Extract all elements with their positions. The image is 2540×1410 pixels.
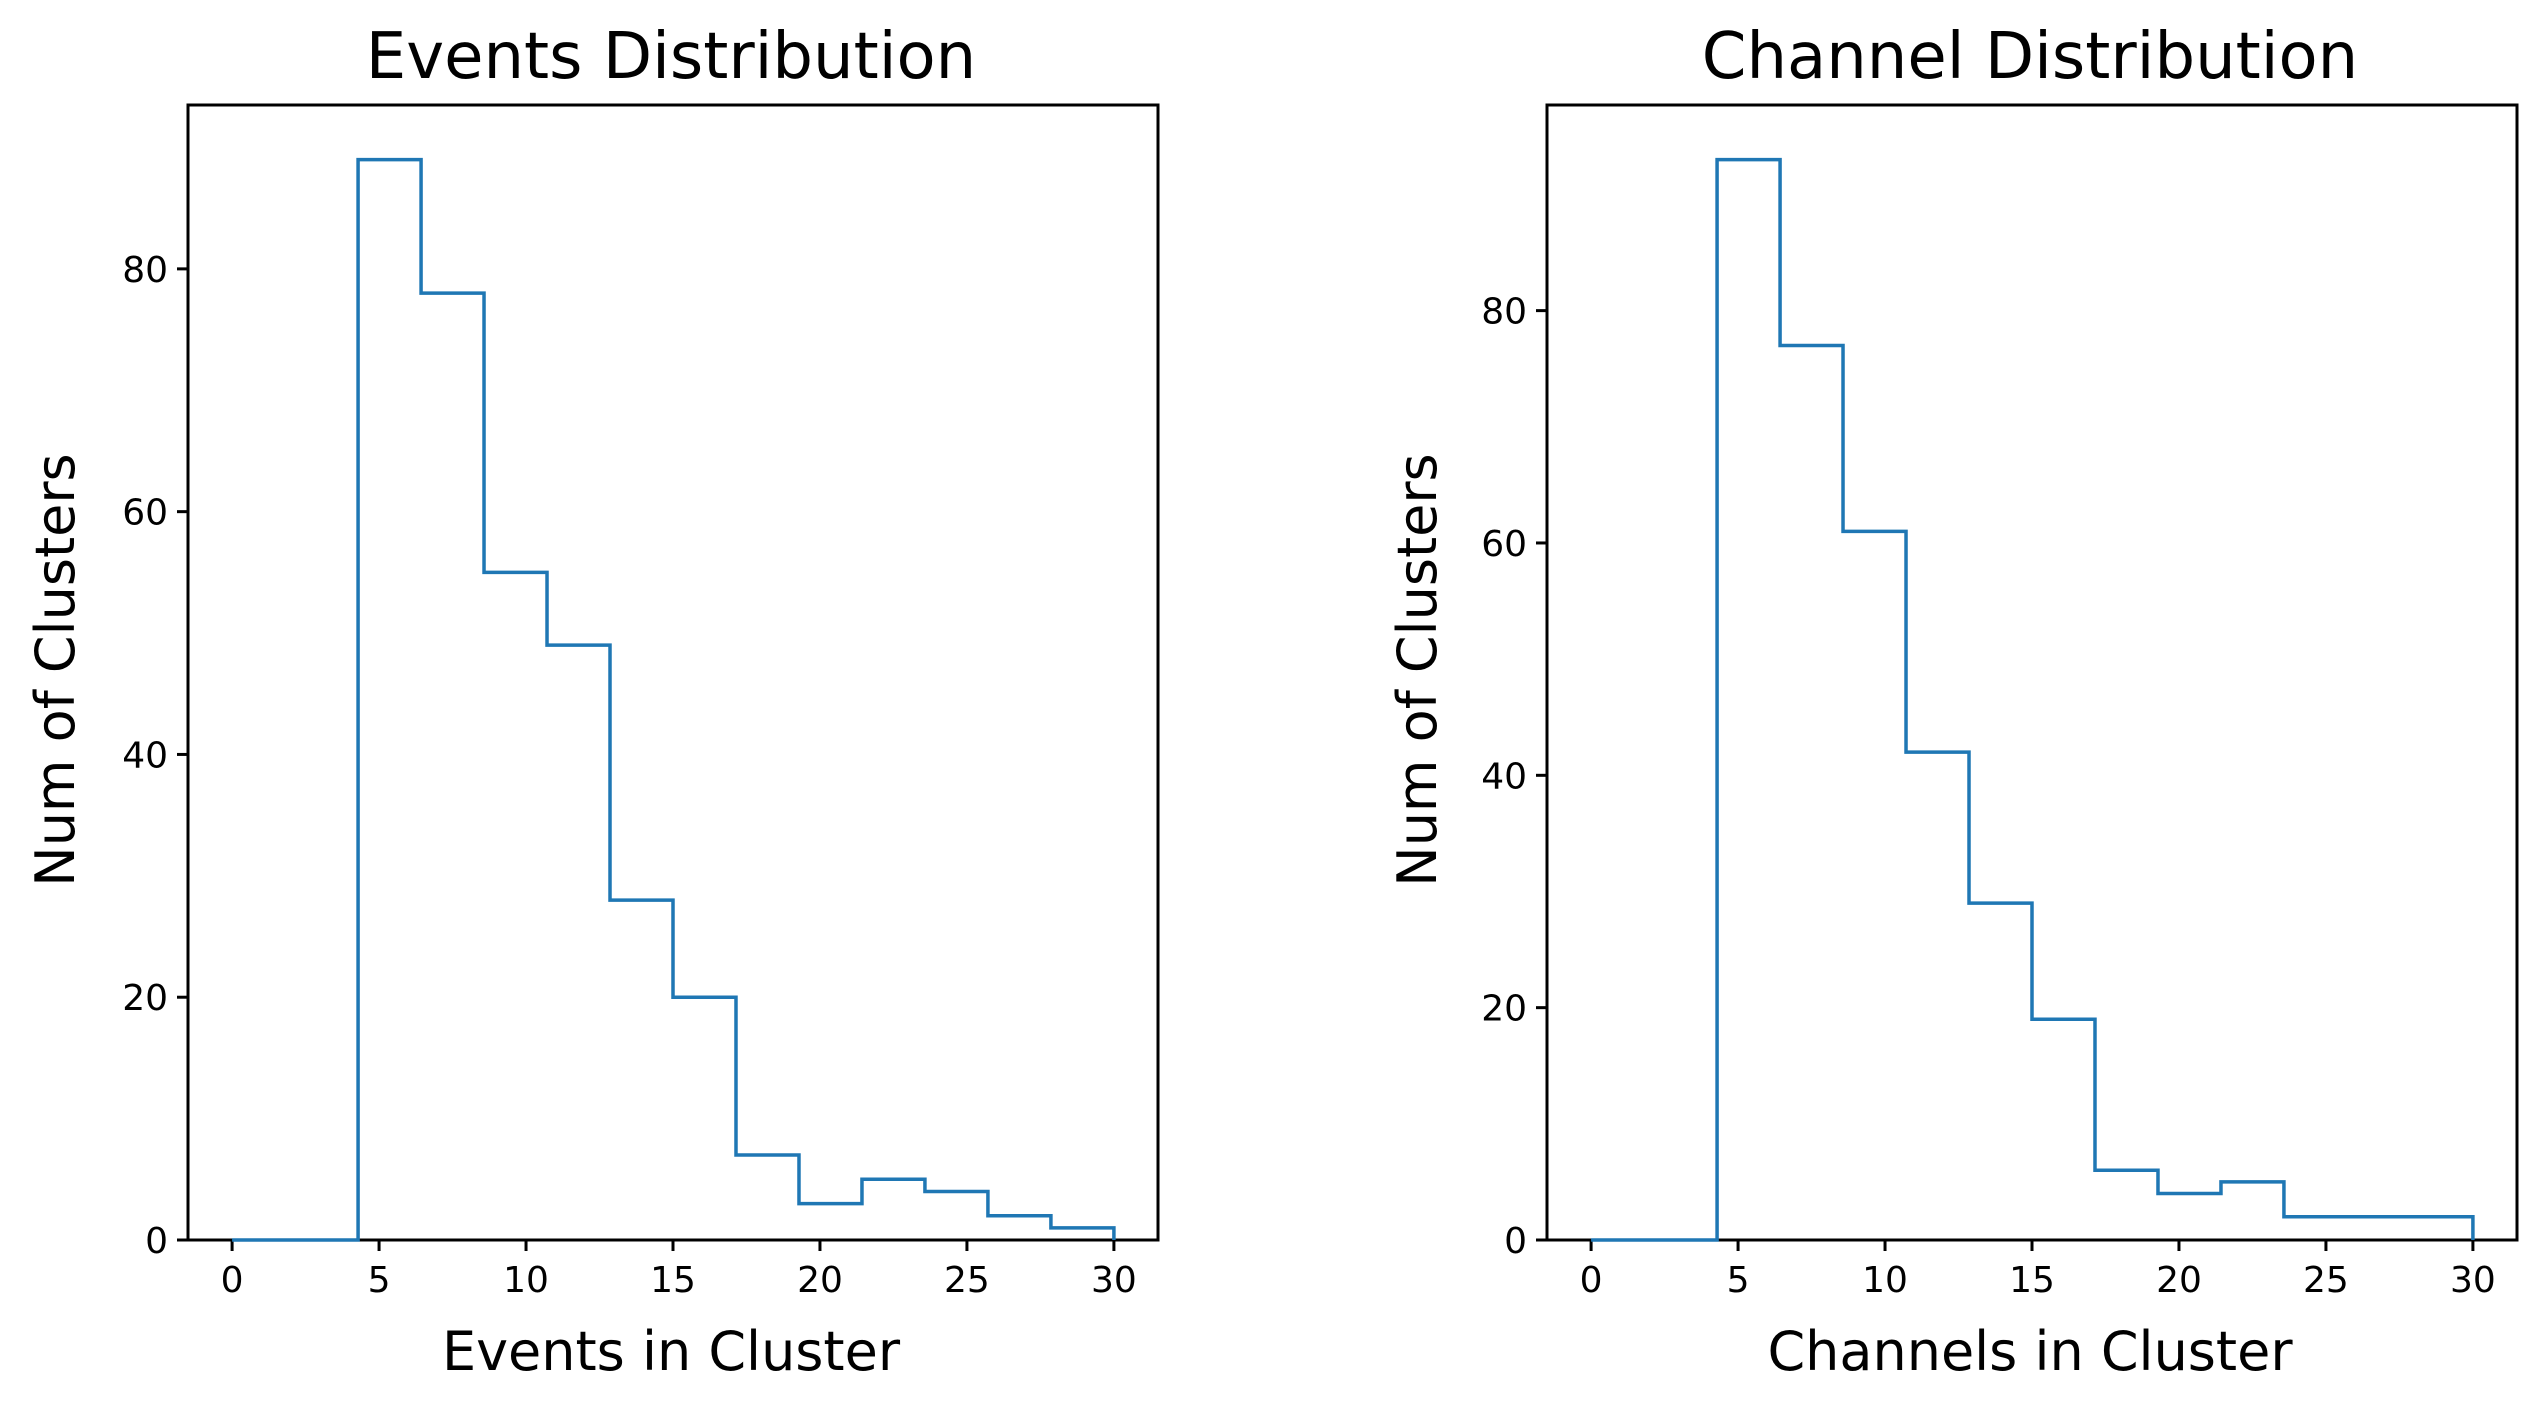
plot-frame <box>186 103 1160 1242</box>
x-tick-label: 25 <box>2303 1260 2349 1301</box>
x-tick-label: 25 <box>944 1260 990 1301</box>
channel-distribution-panel: Channel Distribution Channels in Cluster… <box>1386 20 2519 1383</box>
y-tick-label: 60 <box>122 493 168 534</box>
chart-title: Events Distribution <box>366 20 976 94</box>
x-tick-label: 0 <box>221 1260 244 1301</box>
x-tick-label: 0 <box>1580 1260 1603 1301</box>
events-distribution-panel: Events Distribution Events in Cluster Nu… <box>24 20 1160 1383</box>
y-axis-label: Num of Clusters <box>24 453 87 886</box>
x-tick-label: 20 <box>2156 1260 2202 1301</box>
x-tick-label: 5 <box>368 1260 391 1301</box>
x-tick-label: 15 <box>2009 1260 2055 1301</box>
histogram-step-line <box>232 157 1116 1242</box>
axis-ticks: 0 5 10 15 20 25 30 0 20 40 60 80 <box>1481 292 2496 1301</box>
x-axis-label: Channels in Cluster <box>1767 1320 2293 1383</box>
x-tick-label: 15 <box>650 1260 696 1301</box>
y-tick-label: 80 <box>122 250 168 291</box>
plot-frame <box>1545 103 2519 1242</box>
y-tick-label: 20 <box>122 978 168 1019</box>
x-tick-label: 10 <box>1862 1260 1908 1301</box>
y-tick-label: 20 <box>1481 989 1527 1030</box>
chart-title: Channel Distribution <box>1702 20 2358 94</box>
y-tick-label: 0 <box>1504 1221 1527 1262</box>
x-tick-label: 5 <box>1727 1260 1750 1301</box>
y-tick-label: 80 <box>1481 292 1527 333</box>
y-tick-label: 0 <box>145 1221 168 1262</box>
y-axis-label: Num of Clusters <box>1386 453 1449 886</box>
x-tick-label: 30 <box>1091 1260 1137 1301</box>
y-tick-label: 40 <box>122 735 168 776</box>
histogram-step-line <box>1591 157 2475 1242</box>
x-tick-label: 30 <box>2450 1260 2496 1301</box>
x-axis-label: Events in Cluster <box>442 1320 901 1383</box>
y-tick-label: 40 <box>1481 756 1527 797</box>
axis-ticks: 0 5 10 15 20 25 30 0 20 40 60 80 <box>122 250 1137 1301</box>
x-tick-label: 10 <box>503 1260 549 1301</box>
y-tick-label: 60 <box>1481 524 1527 565</box>
x-tick-label: 20 <box>797 1260 843 1301</box>
